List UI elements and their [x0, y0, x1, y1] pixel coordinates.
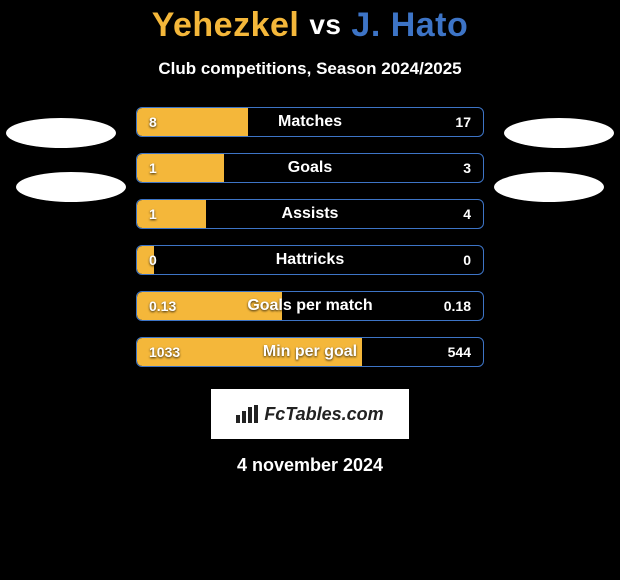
stat-label: Goals: [137, 154, 483, 182]
player1-badge-placeholder-1: [6, 118, 116, 148]
brand-badge: FcTables.com: [211, 389, 409, 439]
brand-text: FcTables.com: [264, 404, 383, 425]
stat-label: Assists: [137, 200, 483, 228]
stat-label: Goals per match: [137, 292, 483, 320]
subtitle: Club competitions, Season 2024/2025: [0, 59, 620, 79]
player2-badge-placeholder-2: [494, 172, 604, 202]
stat-row: 0.130.18Goals per match: [136, 291, 484, 321]
comparison-title: Yehezkel vs J. Hato: [0, 0, 620, 45]
stat-row: 14Assists: [136, 199, 484, 229]
player2-badge-placeholder-1: [504, 118, 614, 148]
player2-name: J. Hato: [351, 6, 468, 44]
stat-row: 13Goals: [136, 153, 484, 183]
player1-badge-placeholder-2: [16, 172, 126, 202]
stat-label: Min per goal: [137, 338, 483, 366]
stat-label: Hattricks: [137, 246, 483, 274]
stat-label: Matches: [137, 108, 483, 136]
stat-bars: 817Matches 13Goals 14Assists 00Hattricks 0.1…: [136, 107, 484, 367]
date-text: 4 november 2024: [0, 455, 620, 476]
stat-row: 817Matches: [136, 107, 484, 137]
bar-chart-icon: [236, 405, 258, 423]
title-vs: vs: [309, 9, 341, 40]
player1-name: Yehezkel: [152, 6, 300, 44]
stat-row: 00Hattricks: [136, 245, 484, 275]
stat-row: 1033544Min per goal: [136, 337, 484, 367]
